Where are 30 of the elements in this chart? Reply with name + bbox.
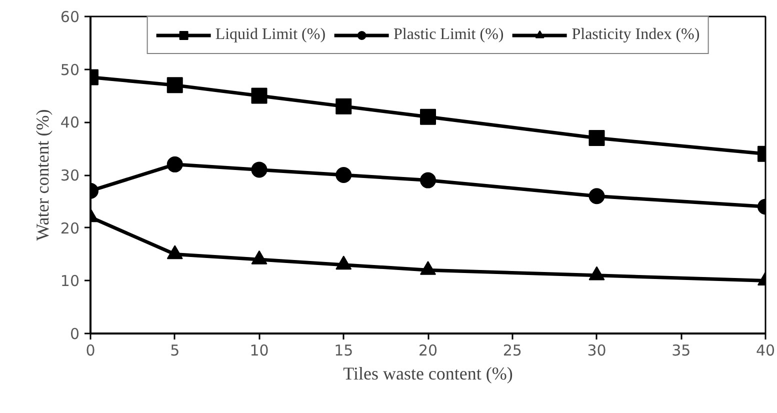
y-tick-label: 50: [60, 60, 80, 79]
x-axis-title: Tiles waste content (%): [343, 364, 513, 384]
legend-label: Liquid Limit (%): [215, 26, 326, 44]
y-tick-label: 40: [60, 114, 80, 132]
x-tick-label: 40: [756, 342, 776, 360]
point: [336, 256, 352, 270]
legend-label: Plastic Limit (%): [394, 26, 504, 44]
point: [420, 260, 436, 275]
x-tick-label: 35: [672, 342, 691, 360]
point: [251, 250, 268, 264]
x-tick-label: 0: [86, 342, 96, 360]
x-tick-label: 15: [334, 342, 354, 360]
y-tick-label: 20: [60, 219, 80, 238]
x-tick-label: 10: [250, 342, 269, 360]
y-tick-label: 10: [60, 272, 80, 290]
point: [420, 172, 436, 188]
point: [251, 162, 268, 178]
point: [251, 88, 268, 104]
y-axis-title: Water content (%): [32, 109, 52, 241]
legend-label: Plasticity Index (%): [572, 26, 700, 44]
x-tick-label: 25: [502, 342, 522, 360]
point: [420, 108, 436, 125]
y-tick-label: 0: [70, 325, 80, 343]
y-tick-label: 30: [60, 166, 80, 184]
x-tick-label: 30: [587, 342, 606, 360]
point: [336, 98, 352, 114]
point: [336, 167, 352, 183]
y-tick-label: 60: [60, 8, 80, 26]
x-tick-label: 20: [418, 342, 438, 360]
x-tick-label: 5: [170, 342, 180, 360]
